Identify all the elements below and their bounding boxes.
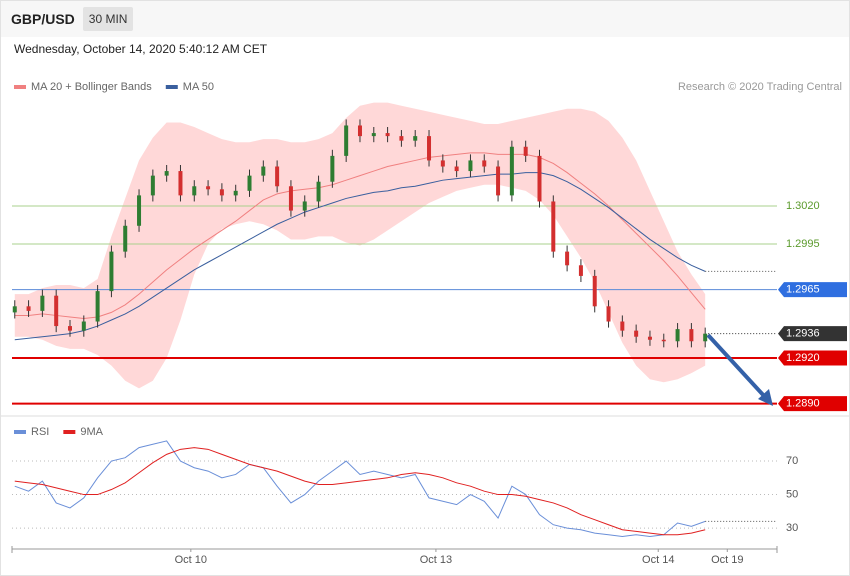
candle-body xyxy=(54,295,59,327)
candle-body xyxy=(440,160,445,167)
candle-body xyxy=(661,339,666,342)
candle-body xyxy=(551,201,556,252)
candle-body xyxy=(468,160,473,172)
candle-body xyxy=(95,291,100,322)
candle-body xyxy=(261,166,266,176)
legend-swatch xyxy=(14,430,26,434)
candle-body xyxy=(123,225,128,252)
level-label: 1.2965 xyxy=(786,284,820,296)
candle-body xyxy=(233,190,238,196)
y-tick-label: 30 xyxy=(786,522,798,534)
level-box xyxy=(778,282,847,298)
last-price-box xyxy=(778,326,847,342)
candle-body xyxy=(302,201,307,211)
level-label: 1.2920 xyxy=(786,352,820,364)
candle-body xyxy=(592,275,597,307)
candle-body xyxy=(537,155,542,202)
level-label: 1.2890 xyxy=(786,397,820,409)
credit: Research © 2020 Trading Central xyxy=(678,81,842,93)
level-box xyxy=(778,396,847,412)
candle-body xyxy=(137,195,142,226)
x-tick-label: Oct 10 xyxy=(175,554,207,566)
candle-body xyxy=(620,321,625,331)
candle-body xyxy=(192,186,197,196)
candle-body xyxy=(371,133,376,137)
x-tick-label: Oct 14 xyxy=(642,554,674,566)
candle-body xyxy=(689,329,694,342)
ma-line xyxy=(14,152,706,319)
candle-body xyxy=(12,306,17,313)
level-label: 1.3020 xyxy=(786,200,820,212)
rsi-line xyxy=(14,440,706,537)
bollinger-band xyxy=(14,102,706,389)
candle-body xyxy=(647,336,652,340)
legend-label: MA 50 xyxy=(183,81,214,93)
level-box xyxy=(778,350,847,366)
candle-body xyxy=(565,251,570,266)
candle-body xyxy=(482,160,487,167)
candle-body xyxy=(454,166,459,172)
candle-body xyxy=(509,146,514,196)
legend-swatch xyxy=(165,85,178,89)
x-tick-label: Oct 19 xyxy=(711,554,743,566)
candle-body xyxy=(413,136,418,141)
symbol: GBP/USD xyxy=(11,11,75,27)
ma-line xyxy=(14,172,706,341)
candle-body xyxy=(40,295,45,311)
legend-label: 9MA xyxy=(80,426,103,438)
candle-body xyxy=(219,189,224,196)
candle-body xyxy=(26,306,31,311)
candle-body xyxy=(703,333,708,342)
candle-body xyxy=(275,166,280,187)
candle-body xyxy=(344,125,349,156)
x-tick-label: Oct 13 xyxy=(420,554,452,566)
y-tick-label: 50 xyxy=(786,488,798,500)
candle-body xyxy=(316,181,321,202)
timestamp: Wednesday, October 14, 2020 5:40:12 AM C… xyxy=(14,42,268,56)
level-label: 1.2995 xyxy=(786,238,820,250)
candle-body xyxy=(206,186,211,190)
forecast-arrow xyxy=(706,333,767,399)
legend-label: MA 20 + Bollinger Bands xyxy=(31,81,152,93)
candle-body xyxy=(288,186,293,211)
y-tick-label: 70 xyxy=(786,455,798,467)
candle-body xyxy=(385,133,390,137)
toolbar: GBP/USD 30 MIN xyxy=(1,1,849,37)
candle-body xyxy=(427,136,432,161)
candle-body xyxy=(178,171,183,196)
rsi-line xyxy=(14,447,706,536)
last-price-label: 1.2936 xyxy=(786,328,820,340)
forecast-arrowhead xyxy=(758,389,773,406)
legend-swatch xyxy=(63,430,76,434)
candle-body xyxy=(247,175,252,191)
candle-body xyxy=(523,146,528,156)
candle-body xyxy=(67,326,72,331)
candle-body xyxy=(634,330,639,337)
candle-body xyxy=(109,251,114,292)
candle-body xyxy=(606,306,611,322)
candle-body xyxy=(357,125,362,137)
candle-body xyxy=(578,265,583,276)
candle-body xyxy=(399,136,404,141)
candle-body xyxy=(496,166,501,196)
candle-body xyxy=(150,175,155,196)
legend-label: RSI xyxy=(31,426,49,438)
interval-button[interactable]: 30 MIN xyxy=(82,7,134,31)
candle-body xyxy=(81,321,86,331)
candle-body xyxy=(675,329,680,342)
candle-body xyxy=(330,155,335,182)
candle-body xyxy=(164,171,169,176)
legend-swatch xyxy=(14,85,26,89)
